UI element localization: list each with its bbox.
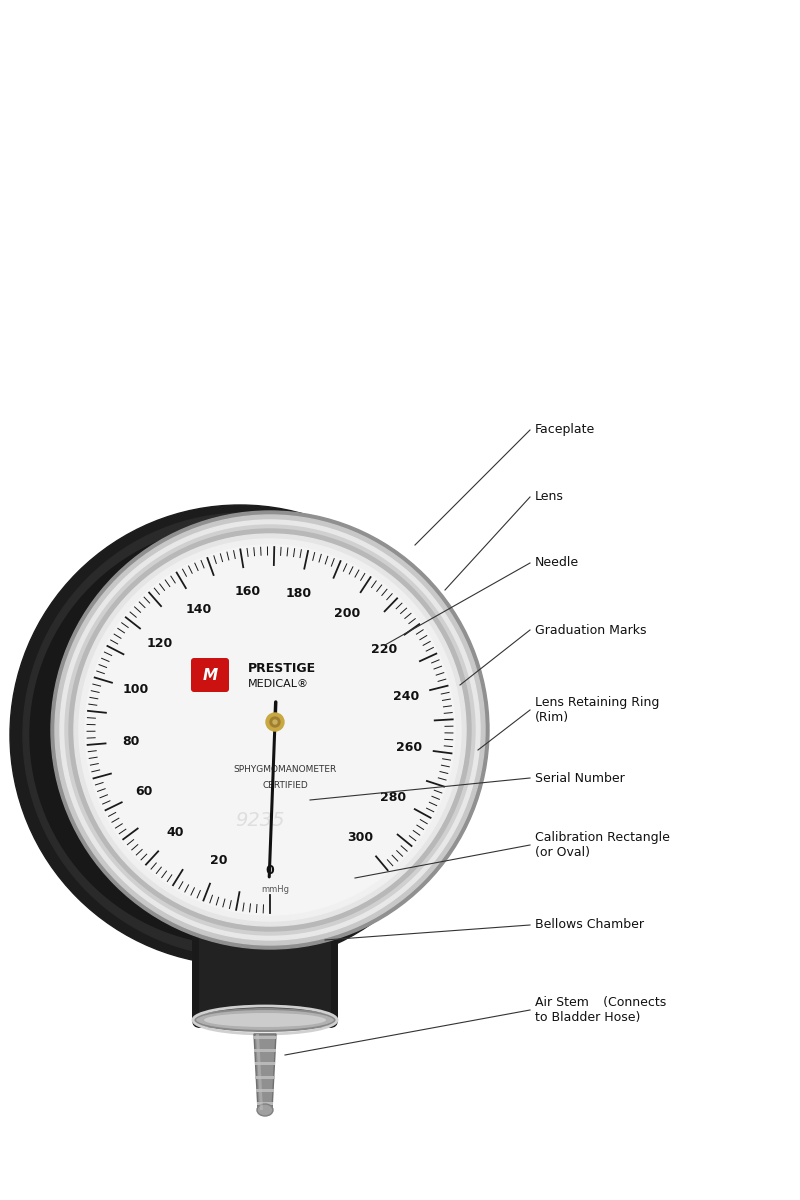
Text: SPHYGMOMANOMETER: SPHYGMOMANOMETER — [234, 766, 337, 774]
Text: 40: 40 — [166, 827, 184, 840]
Text: 60: 60 — [135, 785, 153, 798]
Polygon shape — [256, 1034, 263, 1110]
FancyBboxPatch shape — [192, 852, 338, 1028]
Circle shape — [55, 515, 485, 946]
Text: mmHg: mmHg — [261, 886, 289, 894]
Text: CERTIFIED: CERTIFIED — [262, 780, 308, 790]
Circle shape — [60, 520, 480, 940]
Polygon shape — [256, 1088, 274, 1092]
Circle shape — [273, 720, 277, 724]
Text: PRESTIGE: PRESTIGE — [248, 662, 316, 676]
Text: Bellows Chamber: Bellows Chamber — [535, 918, 644, 931]
Text: 140: 140 — [186, 604, 212, 616]
Circle shape — [10, 505, 470, 965]
Circle shape — [65, 526, 475, 935]
Ellipse shape — [204, 1013, 326, 1027]
Text: MEDICAL®: MEDICAL® — [248, 679, 309, 689]
Text: Serial Number: Serial Number — [535, 772, 625, 785]
Text: Graduation Marks: Graduation Marks — [535, 624, 646, 636]
Circle shape — [69, 529, 471, 931]
Circle shape — [30, 526, 450, 946]
Text: 160: 160 — [234, 586, 260, 599]
Text: 120: 120 — [146, 637, 173, 650]
Text: 20: 20 — [210, 854, 228, 866]
FancyBboxPatch shape — [191, 658, 229, 692]
Text: 0: 0 — [266, 864, 274, 876]
Text: 300: 300 — [347, 830, 373, 844]
Text: Needle: Needle — [535, 557, 579, 570]
Text: 100: 100 — [122, 683, 149, 696]
Text: Lens: Lens — [535, 491, 564, 504]
Text: 240: 240 — [393, 690, 419, 703]
Text: Air Stem   (Connects
to Bladder Hose): Air Stem (Connects to Bladder Hose) — [535, 996, 666, 1024]
Polygon shape — [254, 1062, 275, 1066]
Polygon shape — [254, 1034, 276, 1110]
Circle shape — [51, 511, 489, 949]
Circle shape — [85, 545, 455, 914]
FancyBboxPatch shape — [199, 859, 331, 1021]
Text: Faceplate: Faceplate — [535, 424, 595, 437]
Circle shape — [23, 514, 467, 958]
Circle shape — [270, 716, 280, 727]
Circle shape — [266, 713, 284, 731]
Text: 220: 220 — [371, 642, 398, 655]
Text: 280: 280 — [380, 791, 406, 804]
Polygon shape — [257, 1102, 274, 1105]
Polygon shape — [254, 1036, 277, 1039]
Text: Calibration Rectangle
(or Oval): Calibration Rectangle (or Oval) — [535, 830, 670, 859]
Circle shape — [79, 539, 461, 922]
Text: M: M — [202, 667, 218, 683]
Text: 9235: 9235 — [235, 810, 285, 829]
Ellipse shape — [195, 1009, 335, 1031]
Text: 80: 80 — [122, 734, 139, 748]
Polygon shape — [254, 1049, 276, 1052]
Text: 180: 180 — [286, 587, 312, 600]
Ellipse shape — [197, 851, 333, 869]
Polygon shape — [255, 1075, 274, 1079]
Ellipse shape — [257, 1104, 273, 1116]
Circle shape — [74, 534, 466, 926]
Text: Lens Retaining Ring
(Rim): Lens Retaining Ring (Rim) — [535, 696, 659, 724]
Text: 200: 200 — [334, 606, 360, 619]
Text: 260: 260 — [396, 742, 422, 755]
